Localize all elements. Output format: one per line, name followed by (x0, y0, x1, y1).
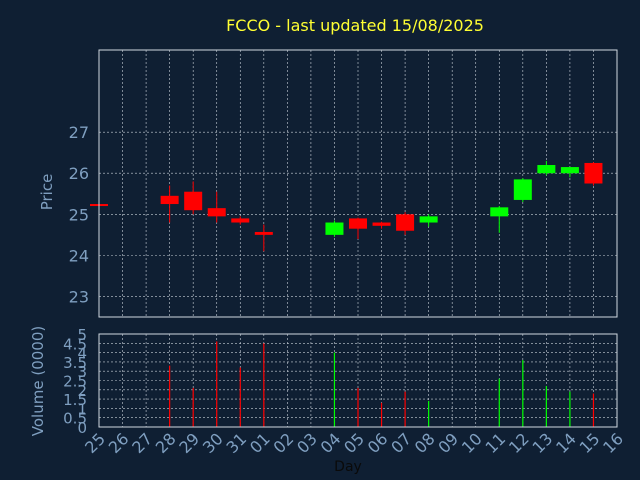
candle (325, 220, 344, 237)
candle (184, 181, 203, 215)
volume-frame (98, 333, 618, 428)
volume-tick-label: 0 (77, 419, 87, 437)
candle (490, 206, 509, 233)
candle (396, 212, 415, 235)
volume-bars (169, 341, 595, 427)
price-tick-label: 23 (69, 287, 89, 306)
price-tick-label: 27 (69, 123, 89, 142)
candle-body (349, 218, 367, 229)
candle-body (490, 207, 509, 217)
candle-body (231, 218, 250, 223)
candle (560, 167, 579, 178)
price-axis-label: Price (38, 174, 56, 211)
candle-body (537, 165, 556, 174)
x-tick-labels: 2526272829303101020304050607080910111213… (81, 429, 627, 457)
volume-tick-label: 4 (77, 345, 87, 363)
candle-body (325, 222, 344, 235)
candle (513, 178, 532, 202)
candle-body (207, 208, 226, 217)
candle (584, 162, 603, 186)
price-tick-labels: 23 24 25 26 27 (69, 123, 89, 306)
price-candles (90, 160, 603, 252)
candle (160, 185, 179, 223)
volume-panel: 00.511.522.533.544.55 (63, 326, 618, 437)
candle-body (396, 214, 415, 231)
chart-title: FCCO - last updated 15/08/2025 (226, 16, 484, 35)
price-tick-label: 25 (69, 205, 89, 224)
x-tick-label: 16 (599, 429, 627, 457)
candle (372, 221, 391, 229)
volume-tick-label: 0.5 (63, 410, 87, 428)
candle-body (513, 179, 532, 200)
candle-body (160, 195, 179, 205)
price-tick-label: 26 (69, 164, 89, 183)
volume-tick-labels: 00.511.522.533.544.55 (63, 326, 87, 437)
price-gridlines (98, 50, 618, 317)
candle-body (584, 162, 603, 184)
volume-tick-label: 1 (77, 400, 87, 418)
volume-axis-label: Volume (0000) (29, 326, 47, 436)
price-tick-label: 24 (69, 246, 89, 265)
candle-body (419, 216, 438, 223)
candle-body (560, 167, 579, 174)
candle (254, 224, 273, 252)
volume-tick-label: 2 (77, 382, 87, 400)
price-frame (98, 49, 618, 318)
volume-tick-label: 3.5 (63, 354, 87, 372)
candle (537, 160, 556, 176)
candle-body (372, 222, 391, 226)
candle (231, 216, 250, 225)
volume-tick-label: 3 (77, 363, 87, 381)
candle (349, 217, 367, 239)
volume-tick-label: 4.5 (63, 335, 87, 353)
candle (419, 214, 438, 227)
candle-body (184, 191, 203, 211)
candle (207, 191, 226, 223)
volume-tick-label: 1.5 (63, 391, 87, 409)
volume-tick-label: 2.5 (63, 373, 87, 391)
candle-body (254, 231, 273, 235)
volume-tick-label: 5 (77, 326, 87, 344)
x-axis-label: Day (334, 459, 362, 475)
price-panel: 23 24 25 26 27 (69, 49, 618, 318)
